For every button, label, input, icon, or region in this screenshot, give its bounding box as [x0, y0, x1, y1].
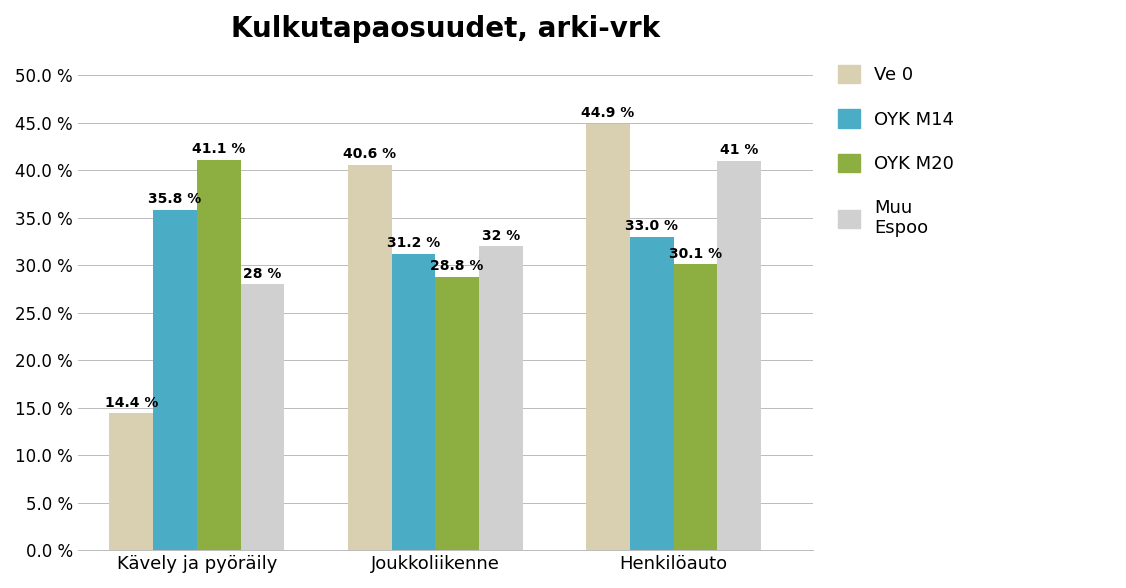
Bar [436, 277, 479, 550]
Text: 41 %: 41 % [720, 143, 759, 157]
Legend: Ve 0, OYK M14, OYK M20, Muu
Espoo: Ve 0, OYK M14, OYK M20, Muu Espoo [829, 56, 963, 246]
Text: 33.0 %: 33.0 % [625, 219, 678, 233]
Bar [153, 211, 197, 550]
Text: 32 %: 32 % [482, 229, 520, 242]
Bar [629, 237, 673, 550]
Bar [241, 285, 284, 550]
Bar [109, 413, 153, 550]
Text: 41.1 %: 41.1 % [191, 142, 245, 156]
Text: 30.1 %: 30.1 % [669, 246, 722, 260]
Bar [197, 160, 241, 550]
Text: 35.8 %: 35.8 % [149, 192, 202, 206]
Text: 44.9 %: 44.9 % [581, 106, 635, 120]
Text: 14.4 %: 14.4 % [105, 396, 158, 410]
Text: 28.8 %: 28.8 % [430, 259, 484, 273]
Bar [392, 254, 436, 550]
Title: Kulkutapaosuudet, arki-vrk: Kulkutapaosuudet, arki-vrk [231, 15, 660, 43]
Text: 40.6 %: 40.6 % [343, 147, 396, 161]
Bar [479, 246, 522, 550]
Bar [587, 124, 629, 550]
Text: 31.2 %: 31.2 % [386, 236, 440, 250]
Bar [673, 265, 717, 550]
Bar [717, 161, 761, 550]
Text: 28 %: 28 % [243, 266, 282, 280]
Bar [348, 165, 392, 550]
